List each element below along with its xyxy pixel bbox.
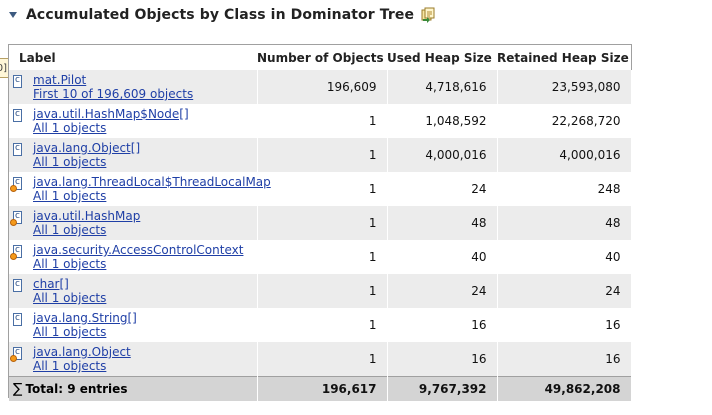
used-heap-size: 1,048,592: [387, 104, 498, 138]
class-icon: c: [13, 143, 22, 156]
row-label: c java.util.HashMap All 1 objects: [9, 206, 257, 240]
total-objects: 196,617: [257, 376, 388, 401]
section-header: Accumulated Objects by Class in Dominato…: [8, 5, 436, 25]
class-icon: c: [13, 279, 22, 292]
gc-root-icon: [10, 355, 17, 362]
objects-link[interactable]: All 1 objects: [33, 257, 107, 271]
class-name-link[interactable]: java.security.AccessControlContext: [33, 243, 244, 257]
objects-link[interactable]: All 1 objects: [33, 223, 107, 237]
table-row[interactable]: c java.util.HashMap$Node[] All 1 objects…: [9, 104, 632, 138]
class-gc-root-icon: c: [10, 245, 22, 260]
table-row[interactable]: c java.lang.Object All 1 objects 1 16 16: [9, 342, 632, 377]
table-header-row: Label Number of Objects Used Heap Size R…: [9, 45, 631, 70]
used-heap-size: 24: [387, 274, 498, 308]
table-row[interactable]: c java.lang.Object[] All 1 objects 1 4,0…: [9, 138, 632, 172]
row-label: c java.lang.ThreadLocal$ThreadLocalMap A…: [9, 172, 271, 206]
objects-count: 1: [257, 308, 388, 342]
objects-count: 1: [257, 172, 388, 206]
class-icon: c: [13, 75, 22, 88]
retained-heap-size: 23,593,080: [497, 70, 632, 104]
class-name-link[interactable]: java.lang.Object: [33, 345, 131, 359]
retained-heap-size: 248: [497, 172, 632, 206]
class-gc-root-icon: c: [10, 177, 22, 192]
table-row[interactable]: c java.util.HashMap All 1 objects 1 48 4…: [9, 206, 632, 240]
section-title: Accumulated Objects by Class in Dominato…: [26, 7, 415, 23]
row-label: c java.util.HashMap$Node[] All 1 objects: [9, 104, 257, 138]
row-label: c java.lang.String[] All 1 objects: [9, 308, 257, 342]
objects-link[interactable]: All 1 objects: [33, 189, 107, 203]
class-name-link[interactable]: char[]: [33, 277, 69, 291]
used-heap-size: 4,718,616: [387, 70, 498, 104]
class-gc-root-icon: c: [10, 347, 22, 362]
objects-count: 1: [257, 138, 388, 172]
class-name-link[interactable]: mat.Pilot: [33, 73, 87, 87]
used-heap-size: 40: [387, 240, 498, 274]
total-used-heap: 9,767,392: [387, 376, 498, 401]
used-heap-size: 16: [387, 308, 498, 342]
table-row[interactable]: c char[] All 1 objects 1 24 24: [9, 274, 632, 308]
class-icon: c: [13, 313, 22, 326]
used-heap-size: 48: [387, 206, 498, 240]
total-retained-heap: 49,862,208: [497, 376, 632, 401]
total-label: Total: 9 entries: [25, 382, 128, 396]
retained-heap-size: 16: [497, 342, 632, 377]
row-label: c java.security.AccessControlContext All…: [9, 240, 257, 274]
class-name-link[interactable]: java.lang.String[]: [33, 311, 137, 325]
class-gc-root-icon: c: [10, 211, 22, 226]
gc-root-icon: [10, 185, 17, 192]
retained-heap-size: 4,000,016: [497, 138, 632, 172]
copy-query-icon[interactable]: [420, 7, 436, 23]
objects-link[interactable]: All 1 objects: [33, 291, 107, 305]
objects-link[interactable]: First 10 of 196,609 objects: [33, 87, 194, 101]
table-row[interactable]: c java.security.AccessControlContext All…: [9, 240, 632, 274]
gc-root-icon: [10, 219, 17, 226]
sum-icon: ∑: [13, 381, 23, 397]
objects-count: 1: [257, 206, 388, 240]
table-row[interactable]: c mat.Pilot First 10 of 196,609 objects …: [9, 70, 632, 104]
used-heap-size: 16: [387, 342, 498, 377]
total-row: ∑ Total: 9 entries 196,617 9,767,392 49,8…: [9, 376, 632, 401]
table-row[interactable]: c java.lang.String[] All 1 objects 1 16 …: [9, 308, 632, 342]
retained-heap-size: 40: [497, 240, 632, 274]
results-table: Label Number of Objects Used Heap Size R…: [8, 44, 632, 401]
column-header-objects[interactable]: Number of Objects: [257, 45, 387, 70]
objects-link[interactable]: All 1 objects: [33, 121, 107, 135]
objects-count: 1: [257, 240, 388, 274]
objects-link[interactable]: All 1 objects: [33, 155, 107, 169]
objects-count: 1: [257, 342, 388, 377]
objects-link[interactable]: All 1 objects: [33, 325, 107, 339]
objects-count: 196,609: [257, 70, 388, 104]
class-name-link[interactable]: java.util.HashMap: [33, 209, 141, 223]
row-label: c char[] All 1 objects: [9, 274, 257, 308]
column-header-label[interactable]: Label: [9, 45, 257, 70]
row-label: c mat.Pilot First 10 of 196,609 objects: [9, 70, 257, 104]
used-heap-size: 4,000,016: [387, 138, 498, 172]
retained-heap-size: 48: [497, 206, 632, 240]
retained-heap-size: 16: [497, 308, 632, 342]
class-name-link[interactable]: java.lang.Object[]: [33, 141, 141, 155]
row-label: c java.lang.Object[] All 1 objects: [9, 138, 257, 172]
class-name-link[interactable]: java.lang.ThreadLocal$ThreadLocalMap: [33, 175, 271, 189]
triangle-down-icon[interactable]: [8, 10, 18, 20]
column-header-retained-heap[interactable]: Retained Heap Size: [497, 45, 631, 70]
row-label: c java.lang.Object All 1 objects: [9, 342, 257, 376]
class-icon: c: [13, 109, 22, 122]
class-name-link[interactable]: java.util.HashMap$Node[]: [33, 107, 189, 121]
retained-heap-size: 22,268,720: [497, 104, 632, 138]
gc-root-icon: [10, 253, 17, 260]
retained-heap-size: 24: [497, 274, 632, 308]
table-row[interactable]: c java.lang.ThreadLocal$ThreadLocalMap A…: [9, 172, 632, 206]
column-header-used-heap[interactable]: Used Heap Size: [387, 45, 497, 70]
objects-count: 1: [257, 274, 388, 308]
objects-link[interactable]: All 1 objects: [33, 359, 107, 373]
objects-count: 1: [257, 104, 388, 138]
used-heap-size: 24: [387, 172, 498, 206]
